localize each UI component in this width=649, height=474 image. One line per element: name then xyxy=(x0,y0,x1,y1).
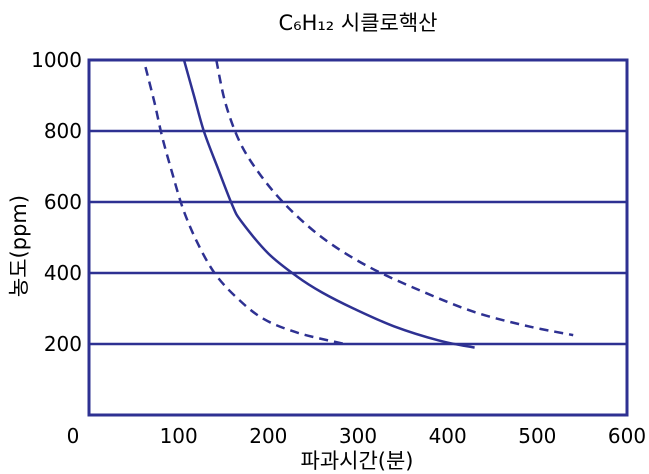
y-tick-label: 800 xyxy=(44,119,82,143)
grid-lines xyxy=(89,58,627,346)
x-tick-label: 500 xyxy=(518,424,556,448)
x-tick-label: 300 xyxy=(339,424,377,448)
x-axis-label: 파과시간(분) xyxy=(301,449,414,473)
series-lines xyxy=(144,59,574,349)
y-tick-label: 1000 xyxy=(31,48,82,72)
chart-title: C₆H₁₂ 시클로핵산 xyxy=(279,11,438,35)
x-tick-label: 0 xyxy=(67,424,80,448)
x-tick-label: 600 xyxy=(608,424,646,448)
plot-frame xyxy=(87,58,629,417)
x-tick-labels: 0 100 200 300 400 500 600 xyxy=(67,424,646,448)
dashed-series-line xyxy=(144,66,345,346)
x-tick-label: 200 xyxy=(249,424,287,448)
y-tick-label: 400 xyxy=(44,261,82,285)
y-tick-label: 200 xyxy=(44,332,82,356)
y-axis-label: 농도(ppm) xyxy=(7,195,31,297)
y-tick-label: 600 xyxy=(44,190,82,214)
dashed-series-line xyxy=(215,59,574,337)
y-tick-labels: 200 400 600 800 1000 xyxy=(31,48,82,356)
x-tick-label: 100 xyxy=(160,424,198,448)
solid-series-line xyxy=(182,59,475,349)
x-tick-label: 400 xyxy=(429,424,467,448)
